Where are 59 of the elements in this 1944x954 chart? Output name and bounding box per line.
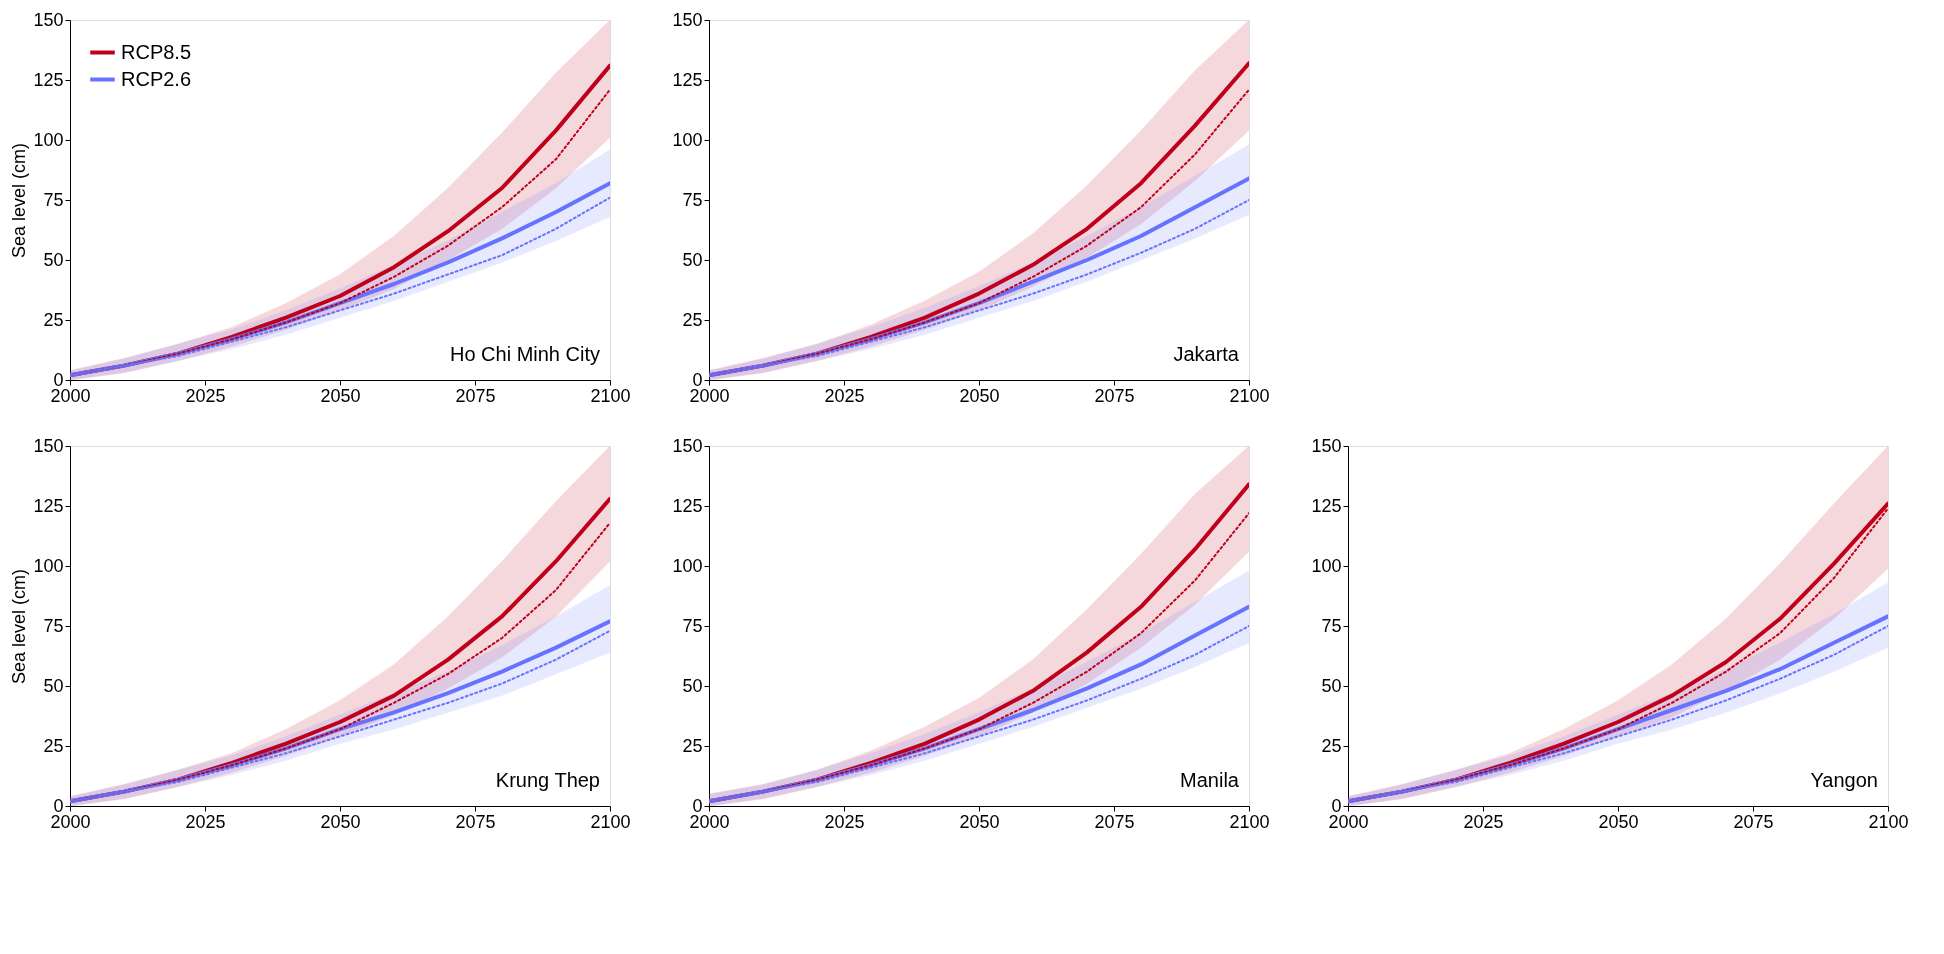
y-tick-label: 125 xyxy=(672,69,703,90)
y-tick-label: 100 xyxy=(672,555,703,576)
y-axis-title: Sea level (cm) xyxy=(9,568,30,685)
y-tick-label: 50 xyxy=(682,249,703,270)
x-tick-label: 2075 xyxy=(455,811,496,832)
y-axis-title: Sea level (cm) xyxy=(9,142,30,259)
x-tick-label: 2075 xyxy=(1094,811,1135,832)
y-tick-label: 150 xyxy=(672,9,703,30)
x-tick-label: 2100 xyxy=(1229,811,1270,832)
y-tick-label: 125 xyxy=(672,495,703,516)
annotation: Yangon xyxy=(1810,769,1878,791)
y-tick-label: 125 xyxy=(1311,495,1342,516)
y-tick-label: 125 xyxy=(33,69,64,90)
x-tick-label: 2025 xyxy=(185,385,226,406)
annotation: Manila xyxy=(1180,769,1240,791)
annotation: Ho Chi Minh City xyxy=(449,343,600,365)
annotation: Krung Thep xyxy=(495,769,600,791)
y-tick-label: 75 xyxy=(43,189,64,210)
annotation: Jakarta xyxy=(1173,343,1240,365)
y-tick-label: 50 xyxy=(43,675,64,696)
y-tick-label: 50 xyxy=(43,249,64,270)
y-tick-label: 25 xyxy=(1321,735,1342,756)
x-tick-label: 2050 xyxy=(320,811,361,832)
x-tick-label: 2050 xyxy=(320,385,361,406)
x-tick-label: 2100 xyxy=(590,811,631,832)
legend-label: RCP8.5 xyxy=(121,40,192,63)
y-tick-label: 100 xyxy=(672,129,703,150)
x-tick-label: 2050 xyxy=(959,385,1000,406)
x-tick-label: 2075 xyxy=(1094,385,1135,406)
x-tick-label: 2025 xyxy=(824,811,865,832)
y-tick-label: 25 xyxy=(43,309,64,330)
x-tick-label: 2100 xyxy=(1868,811,1909,832)
y-tick-label: 75 xyxy=(682,615,703,636)
y-tick-label: 75 xyxy=(43,615,64,636)
y-tick-label: 75 xyxy=(682,189,703,210)
y-tick-label: 25 xyxy=(43,735,64,756)
x-tick-label: 2100 xyxy=(1229,385,1270,406)
y-tick-label: 25 xyxy=(682,735,703,756)
x-tick-label: 2025 xyxy=(824,385,865,406)
y-tick-label: 125 xyxy=(33,495,64,516)
y-tick-label: 100 xyxy=(33,555,64,576)
x-tick-label: 2050 xyxy=(959,811,1000,832)
y-tick-label: 50 xyxy=(1321,675,1342,696)
y-tick-label: 100 xyxy=(1311,555,1342,576)
x-tick-label: 2075 xyxy=(455,385,496,406)
x-tick-label: 2025 xyxy=(1463,811,1504,832)
y-tick-label: 150 xyxy=(672,435,703,456)
y-tick-label: 150 xyxy=(33,9,64,30)
legend-label: RCP2.6 xyxy=(121,67,192,90)
y-tick-label: 75 xyxy=(1321,615,1342,636)
x-tick-label: 2025 xyxy=(185,811,226,832)
x-tick-label: 2100 xyxy=(590,385,631,406)
y-tick-label: 50 xyxy=(682,675,703,696)
y-tick-label: 25 xyxy=(682,309,703,330)
y-tick-label: 100 xyxy=(33,129,64,150)
y-tick-label: 150 xyxy=(1311,435,1342,456)
x-tick-label: 2050 xyxy=(1598,811,1639,832)
x-tick-label: 2075 xyxy=(1733,811,1774,832)
y-tick-label: 150 xyxy=(33,435,64,456)
